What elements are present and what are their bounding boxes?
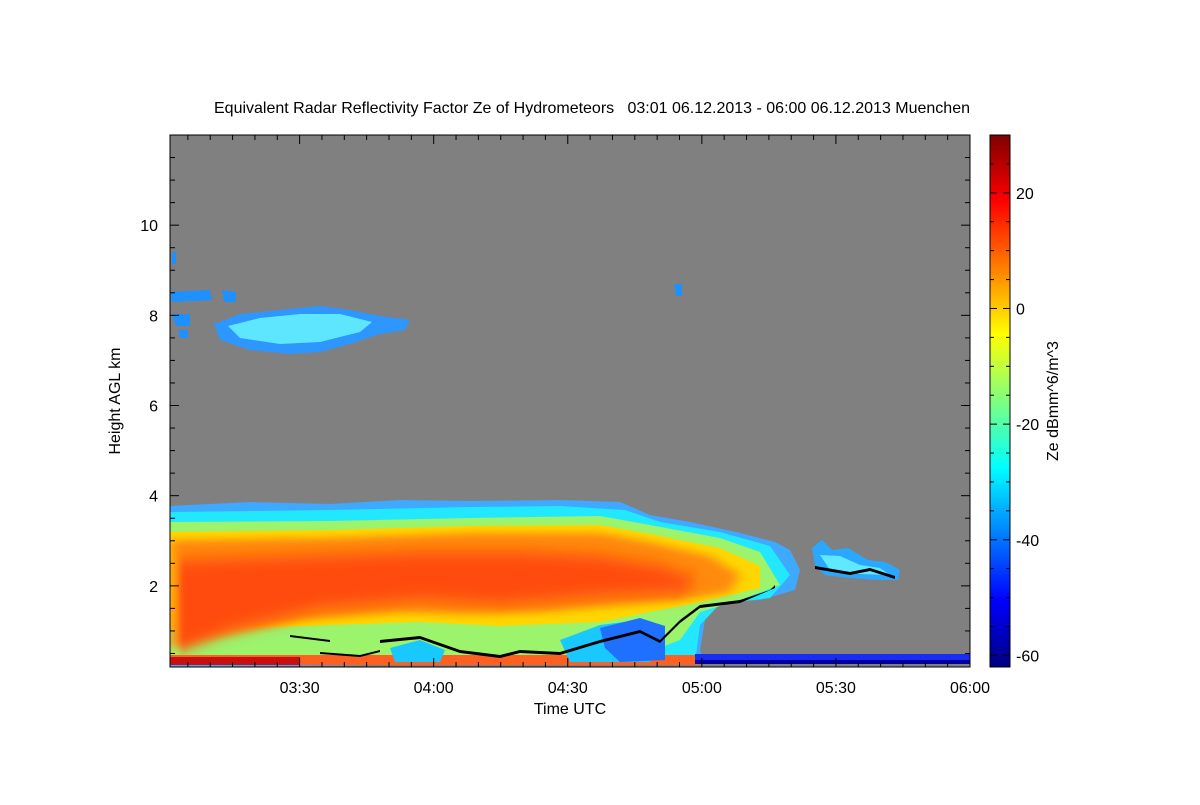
y-tick-label: 6	[149, 399, 158, 416]
x-tick-label: 05:00	[682, 680, 722, 697]
lower-blue-patch	[600, 618, 665, 662]
plot-frame	[169, 134, 971, 668]
y-axis-label: Height AGL km	[107, 347, 124, 454]
colorbar-tick-label: -40	[1016, 533, 1039, 550]
colorbar-tick-label: 20	[1016, 186, 1034, 203]
x-tick-label: 03:30	[280, 680, 320, 697]
surface-band-hot	[170, 657, 300, 665]
precip-core-red	[180, 552, 700, 650]
y-axis: 2 4 6 8 10	[140, 134, 970, 654]
y-tick-label: 8	[149, 308, 158, 325]
lower-cyan-patches	[390, 620, 660, 662]
x-tick-label: 04:00	[414, 680, 454, 697]
colorbar-tick-label: -60	[1016, 648, 1039, 665]
colorbar	[989, 134, 1011, 668]
y-tick-label: 4	[149, 489, 158, 506]
x-axis: 03:30 04:00 04:30 05:00 05:30 06:00	[187, 135, 990, 697]
clutter-band	[695, 654, 970, 662]
reflectivity-field	[170, 252, 970, 667]
y-tick-label: 10	[140, 218, 158, 235]
x-tick-label: 05:30	[816, 680, 856, 697]
clutter-band-dark	[695, 660, 970, 664]
y-tick-label: 2	[149, 579, 158, 596]
chart-title: Equivalent Radar Reflectivity Factor Ze …	[214, 100, 970, 117]
x-axis-label: Time UTC	[534, 701, 606, 718]
colorbar-label: Ze dBmm^6/m^3	[1045, 341, 1062, 461]
upper-cloud-core	[228, 314, 372, 344]
colorbar-axis: 20 0 -20 -40 -60	[990, 134, 1039, 665]
colorbar-tick-label: -20	[1016, 417, 1039, 434]
x-tick-label: 06:00	[950, 680, 990, 697]
x-tick-label: 04:30	[548, 680, 588, 697]
colorbar-tick-label: 0	[1016, 301, 1025, 318]
cloud-base-markers	[290, 566, 895, 658]
